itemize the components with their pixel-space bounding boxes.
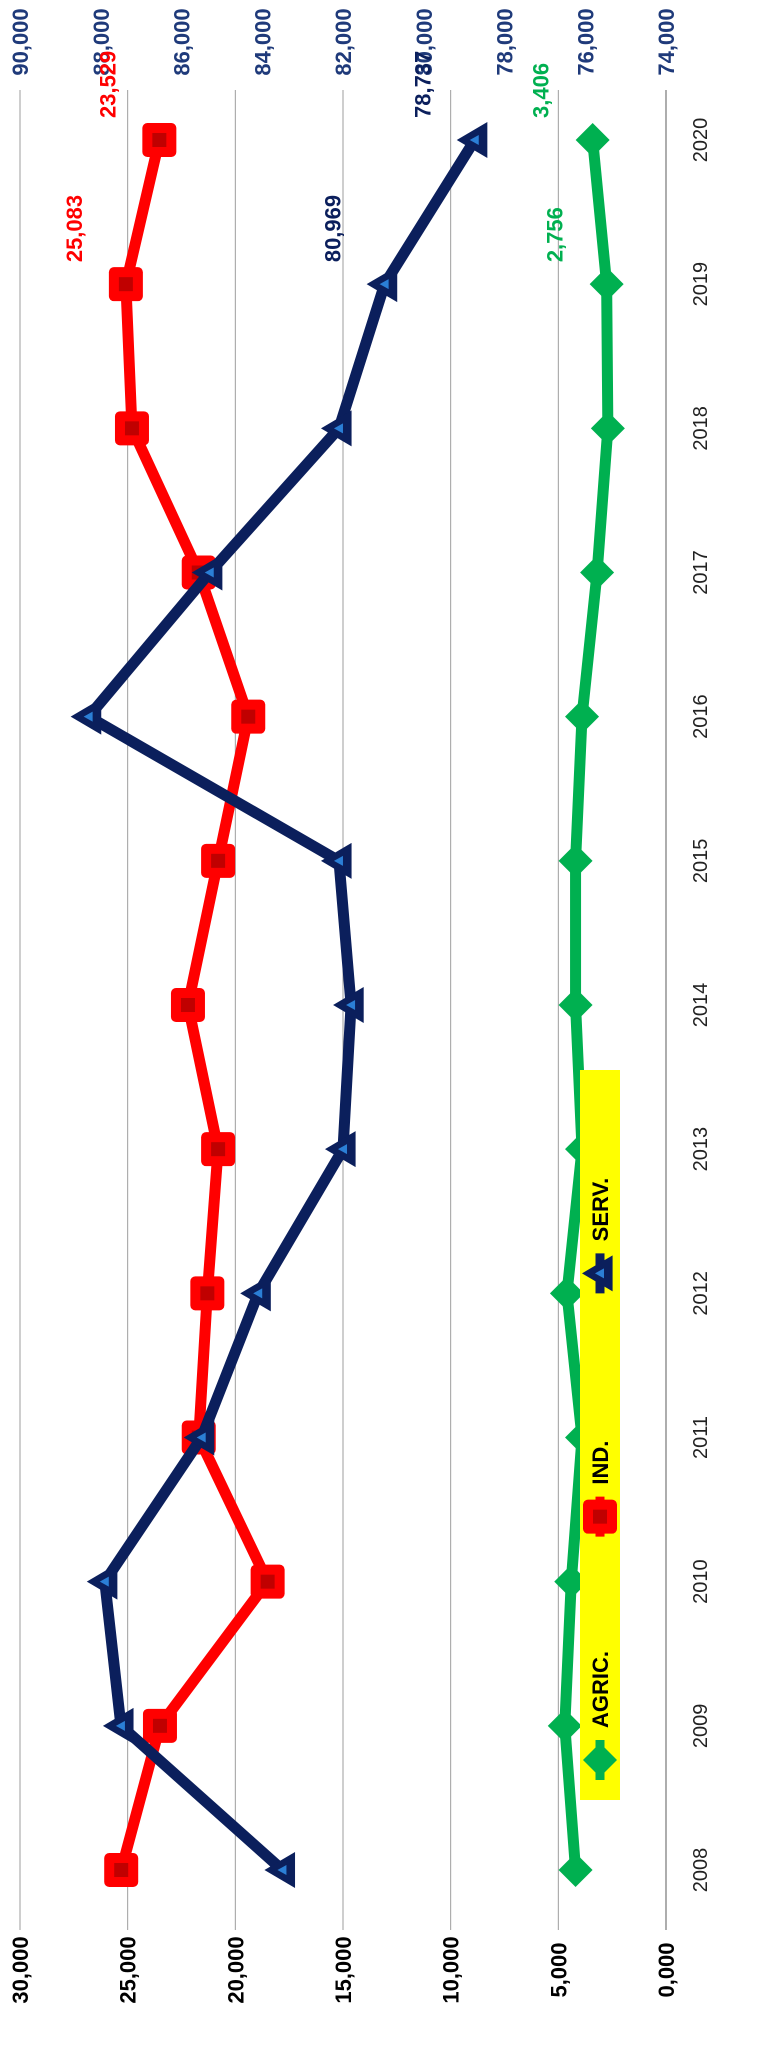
data-point-inner [333, 423, 343, 434]
data-point [558, 988, 593, 1022]
data-point-inner [114, 1863, 129, 1877]
data-point [583, 1743, 617, 1777]
right-axis-tick-label: 84,000 [250, 8, 275, 75]
data-point-inner [152, 1718, 167, 1733]
category-label: 2010 [690, 1559, 712, 1604]
data-point-inner [99, 1576, 109, 1587]
category-label: 2020 [690, 118, 712, 163]
right-axis-tick-label: 76,000 [573, 8, 598, 75]
data-point-inner [200, 1286, 215, 1301]
category-labels: 2008 2009 2010 2011 2012 2013 2014 2015 2016 2017… [690, 118, 712, 1893]
category-label: 2016 [690, 694, 712, 739]
left-axis-tick-label: 0,000 [654, 1942, 679, 1997]
data-point-inner [204, 567, 214, 578]
data-point [549, 1276, 584, 1311]
data-point-inner [346, 1000, 356, 1010]
data-point-inner [211, 853, 226, 868]
category-label: 2008 [690, 1848, 712, 1893]
data-point-inner [469, 135, 479, 145]
data-point [547, 1708, 582, 1743]
left-axis-tick-label: 5,000 [546, 1942, 571, 1997]
left-axis-tick-labels: 0,000 5,000 10,000 15,000 20,000 25,000 30,000 [8, 1936, 679, 2003]
data-point-inner [124, 421, 139, 436]
category-label: 2017 [690, 550, 712, 595]
legend-label: IND. [588, 1441, 613, 1485]
left-axis-tick-label: 10,000 [439, 1936, 464, 2003]
right-axis-tick-label: 88,000 [89, 8, 114, 75]
data-point-inner [118, 277, 133, 292]
data-point-inner [115, 1720, 125, 1731]
data-label: 80,969 [321, 195, 346, 262]
data-point-inner [333, 855, 343, 866]
data-point-inner [338, 1144, 347, 1155]
right-axis-tick-label: 74,000 [654, 8, 679, 75]
data-point [590, 411, 625, 446]
left-axis-tick-label: 15,000 [331, 1936, 356, 2003]
series-serv: 80,969 78,737 [70, 51, 488, 1888]
right-axis-tick-label: 82,000 [331, 8, 356, 75]
right-axis-tick-label: 90,000 [8, 8, 33, 75]
legend-label: SERV. [588, 1178, 613, 1242]
data-point [575, 123, 610, 157]
category-label: 2009 [690, 1704, 712, 1749]
category-label: 2018 [690, 406, 712, 451]
data-label: 23,529 [95, 51, 120, 118]
series: 2,756 3,406 25,083 23,529 80,969 78,737 [62, 51, 625, 1888]
data-label: 25,083 [62, 195, 87, 262]
right-axis-tick-label: 86,000 [170, 8, 195, 75]
data-point-inner [180, 998, 195, 1012]
category-label: 2013 [690, 1127, 712, 1172]
data-point-inner [277, 1865, 287, 1875]
data-point [565, 699, 600, 734]
data-point-inner [253, 1288, 263, 1299]
data-point [558, 1853, 593, 1887]
left-axis-tick-label: 25,000 [116, 1936, 141, 2003]
category-label: 2015 [690, 839, 712, 884]
category-label: 2019 [690, 262, 712, 307]
data-point-inner [241, 709, 256, 724]
legend-label: AGRIC. [588, 1651, 613, 1728]
legend-box [580, 1070, 620, 1800]
data-point [554, 1564, 589, 1599]
right-axis-tick-label: 78,000 [493, 8, 518, 75]
category-label: 2014 [690, 983, 712, 1028]
data-point-inner [83, 711, 93, 722]
right-axis-tick-label: 80,000 [412, 8, 437, 75]
category-label: 2012 [690, 1271, 712, 1316]
data-point-inner [260, 1574, 275, 1589]
data-point-inner [595, 1268, 604, 1279]
series-agric: 2,756 3,406 [529, 63, 625, 1887]
left-axis-tick-label: 30,000 [8, 1936, 33, 2003]
data-point [580, 555, 615, 590]
data-label: 78,737 [411, 51, 436, 118]
data-point-inner [152, 133, 167, 147]
data-label: 3,406 [529, 63, 554, 118]
left-axis-tick-label: 20,000 [223, 1936, 248, 2003]
right-axis-tick-labels: 74,000 76,000 78,000 80,000 82,000 84,000 86,0… [8, 8, 679, 75]
data-point-inner [379, 279, 389, 290]
data-point [589, 267, 624, 302]
data-point [558, 843, 593, 878]
data-point-inner [196, 1432, 206, 1443]
data-point-inner [211, 1142, 226, 1157]
data-label: 2,756 [543, 207, 568, 262]
data-point-inner [593, 1509, 607, 1524]
category-label: 2011 [690, 1416, 712, 1459]
legend: AGRIC. IND. SERV. [580, 1070, 620, 1800]
